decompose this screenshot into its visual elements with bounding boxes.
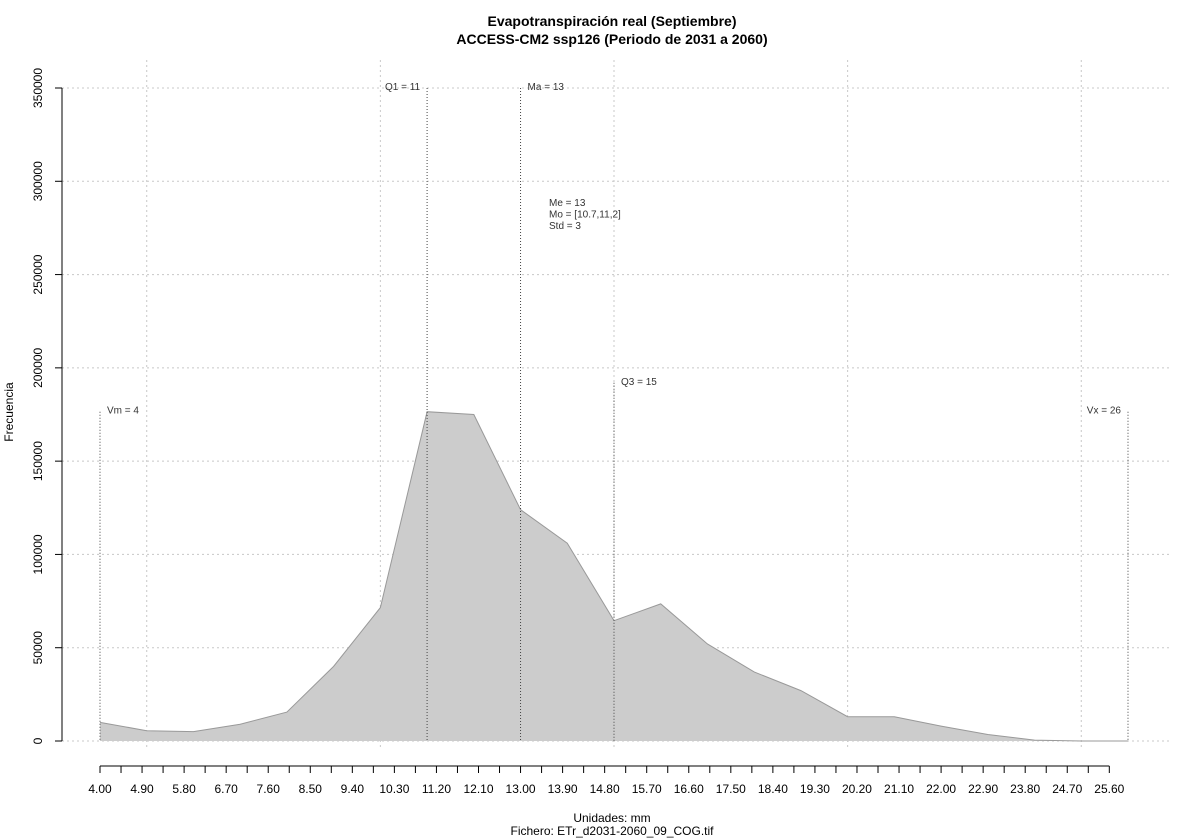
y-tick-label: 250000 xyxy=(31,254,45,294)
y-tick-label: 300000 xyxy=(31,161,45,201)
stat-line: Std = 3 xyxy=(549,221,581,232)
x-tick-label: 14.80 xyxy=(590,782,620,796)
x-tick-label: 24.70 xyxy=(1052,782,1082,796)
marker-label: Vx = 26 xyxy=(1087,406,1122,417)
x-tick-label: 21.10 xyxy=(884,782,914,796)
x-tick-label: 12.10 xyxy=(463,782,493,796)
x-tick-label: 13.90 xyxy=(548,782,578,796)
x-tick-label: 7.60 xyxy=(257,782,281,796)
x-tick-label: 17.50 xyxy=(716,782,746,796)
x-tick-label: 25.60 xyxy=(1094,782,1124,796)
stat-line: Mo = [10.7,11,2] xyxy=(549,210,621,221)
y-tick-label: 150000 xyxy=(31,441,45,481)
y-tick-label: 0 xyxy=(31,737,45,744)
x-tick-label: 8.50 xyxy=(299,782,323,796)
x-tick-label: 15.70 xyxy=(632,782,662,796)
x-tick-label: 6.70 xyxy=(214,782,238,796)
x-axis: 4.00 4.90 5.80 6.70 7.60 8.50 9.40 10.30 11.20 12… xyxy=(88,765,1125,796)
y-tick-label: 100000 xyxy=(31,534,45,574)
y-tick-label: 350000 xyxy=(31,68,45,108)
x-tick-label: 5.80 xyxy=(172,782,196,796)
x-tick-label: 18.40 xyxy=(758,782,788,796)
x-tick-label: 20.20 xyxy=(842,782,872,796)
y-axis-label: Frecuencia xyxy=(2,382,16,442)
x-tick-label: 16.60 xyxy=(674,782,704,796)
x-tick-label: 22.90 xyxy=(968,782,998,796)
y-axis: 0 50000 100000 150000 200000 250000 300000 3500… xyxy=(31,68,63,744)
x-tick-label: 9.40 xyxy=(341,782,365,796)
file-label: Fichero: ETr_d2031-2060_09_COG.tif xyxy=(511,824,715,838)
chart-subtitle: ACCESS-CM2 ssp126 (Periodo de 2031 a 206… xyxy=(456,31,767,47)
x-tick-label: 22.00 xyxy=(926,782,956,796)
x-tick-label: 4.90 xyxy=(130,782,154,796)
chart-title: Evapotranspiración real (Septiembre) xyxy=(488,13,737,29)
stat-markers: Vm = 4 Q1 = 11 Ma = 13 Q3 = 15 Vx = 26 xyxy=(99,82,1129,741)
x-tick-label: 13.00 xyxy=(506,782,536,796)
marker-label: Q3 = 15 xyxy=(621,377,657,388)
y-tick-label: 200000 xyxy=(31,348,45,388)
x-axis-label: Unidades: mm xyxy=(573,811,650,825)
stat-line: Me = 13 xyxy=(549,198,586,209)
x-tick-label: 11.20 xyxy=(422,782,451,796)
area-fill xyxy=(100,411,1128,741)
x-tick-label: 10.30 xyxy=(379,782,409,796)
marker-label: Q1 = 11 xyxy=(385,82,421,93)
x-tick-label: 23.80 xyxy=(1010,782,1040,796)
x-tick-label: 19.30 xyxy=(800,782,830,796)
x-tick-label: 4.00 xyxy=(88,782,112,796)
marker-label: Ma = 13 xyxy=(528,82,565,93)
marker-label: Vm = 4 xyxy=(107,406,139,417)
y-tick-label: 50000 xyxy=(31,631,45,665)
